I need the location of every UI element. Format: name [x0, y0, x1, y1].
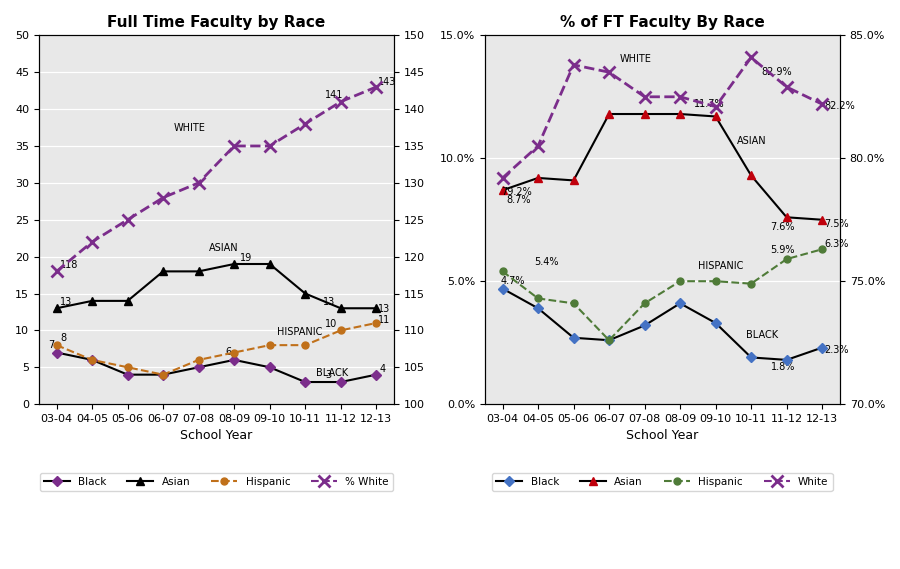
Text: 1.8%: 1.8%	[770, 362, 795, 372]
Legend: Black, Asian, Hispanic, % White: Black, Asian, Hispanic, % White	[40, 473, 393, 491]
Text: 4.7%: 4.7%	[500, 275, 526, 286]
Text: 10: 10	[325, 319, 337, 329]
Text: 8.7%: 8.7%	[506, 195, 531, 204]
Text: BLACK: BLACK	[746, 330, 778, 340]
Text: 2.3%: 2.3%	[824, 344, 849, 354]
Legend: Black, Asian, Hispanic, White: Black, Asian, Hispanic, White	[492, 473, 832, 491]
Text: 3: 3	[325, 370, 331, 380]
Text: 13: 13	[378, 304, 391, 314]
Text: 11: 11	[378, 315, 391, 325]
Title: Full Time Faculty by Race: Full Time Faculty by Race	[107, 15, 326, 30]
Text: 7: 7	[49, 340, 54, 350]
Text: 82.9%: 82.9%	[761, 67, 792, 77]
Text: 5.9%: 5.9%	[770, 245, 796, 255]
Text: 6.3%: 6.3%	[824, 239, 849, 249]
Text: 141: 141	[325, 90, 343, 100]
X-axis label: School Year: School Year	[626, 430, 698, 443]
Text: 11.7%: 11.7%	[694, 98, 724, 109]
Text: HISPANIC: HISPANIC	[698, 261, 743, 271]
Text: 143: 143	[378, 77, 396, 86]
Text: WHITE: WHITE	[620, 55, 652, 64]
Text: 79.2%: 79.2%	[500, 187, 532, 197]
Text: 5.4%: 5.4%	[535, 257, 559, 267]
X-axis label: School Year: School Year	[180, 430, 253, 443]
Text: 13: 13	[323, 296, 335, 307]
Text: 13: 13	[60, 296, 72, 307]
Text: 7.6%: 7.6%	[770, 221, 796, 232]
Text: 7.5%: 7.5%	[824, 219, 849, 229]
Text: 6: 6	[226, 347, 232, 357]
Text: ASIAN: ASIAN	[737, 135, 767, 146]
Text: 19: 19	[239, 253, 252, 263]
Text: BLACK: BLACK	[316, 368, 348, 378]
Text: HISPANIC: HISPANIC	[277, 327, 322, 337]
Text: 4: 4	[380, 364, 386, 374]
Text: 118: 118	[60, 259, 78, 270]
Text: WHITE: WHITE	[174, 123, 206, 133]
Text: 8: 8	[60, 333, 67, 344]
Text: ASIAN: ASIAN	[210, 243, 239, 253]
Title: % of FT Faculty By Race: % of FT Faculty By Race	[560, 15, 765, 30]
Text: 82.2%: 82.2%	[824, 101, 855, 111]
